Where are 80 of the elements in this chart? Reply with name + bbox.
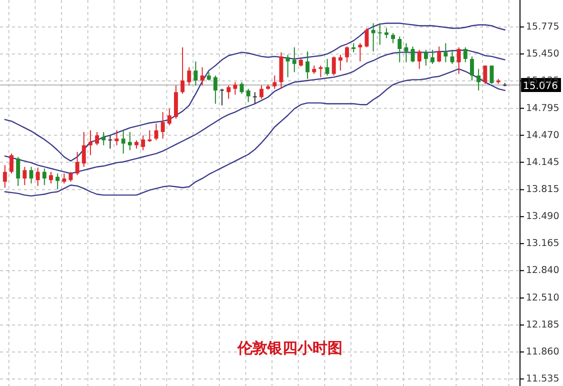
candlestick [187, 66, 192, 86]
candlestick [16, 156, 20, 186]
candlestick [22, 166, 27, 186]
candlestick [29, 166, 34, 184]
candlestick [483, 65, 488, 84]
y-tick-label: 12.840 [526, 265, 560, 276]
y-tick-label: 12.185 [526, 319, 560, 330]
candlestick [338, 54, 342, 72]
y-tick-label: 12.510 [526, 292, 560, 304]
y-tick-label: 15.450 [526, 48, 560, 60]
y-tick-label: 11.535 [526, 373, 560, 384]
candlestick [371, 22, 376, 52]
candlestick [252, 92, 257, 104]
candlestick [246, 88, 250, 103]
y-tick-label: 14.470 [526, 130, 560, 141]
candlestick [128, 131, 132, 151]
y-tick-label: 14.795 [526, 102, 560, 114]
candlestick [410, 46, 415, 63]
candlestick [345, 46, 349, 63]
candlestick [49, 171, 53, 184]
candlestick [102, 131, 106, 146]
text: 伦敦银四小时图 [236, 339, 342, 357]
candlestick [424, 49, 428, 66]
candlestick [56, 172, 60, 190]
candlestick [398, 36, 402, 63]
candlestick [404, 42, 408, 63]
candlestick [384, 28, 388, 39]
candlestick [286, 54, 290, 78]
candlestick [220, 88, 224, 106]
candlestick [114, 130, 119, 146]
candlestick [75, 151, 80, 176]
candlestick [391, 32, 396, 44]
candlestick [444, 42, 448, 63]
candlestick [88, 130, 92, 156]
candlestick [260, 85, 264, 100]
candlestick [417, 49, 422, 70]
candlestick [36, 167, 40, 186]
candlestick [318, 65, 323, 78]
ref-line-label: 15.076 [523, 81, 558, 92]
candlestick [325, 58, 330, 76]
candlestick [10, 153, 14, 174]
candlestick [148, 130, 152, 142]
y-tick-label: 11.860 [526, 346, 560, 358]
candlestick [226, 85, 231, 100]
y-tick-label: 13.490 [526, 211, 560, 222]
candlestick [378, 22, 382, 46]
y-tick-label: 13.815 [526, 184, 560, 196]
candlestick [141, 134, 146, 151]
candlestick [42, 168, 46, 186]
candlestick [352, 42, 356, 53]
candlestick [62, 172, 66, 184]
candlestick [490, 65, 494, 84]
candlestick [450, 49, 454, 64]
candlestick [233, 82, 238, 96]
y-tick-label: 13.165 [526, 238, 560, 250]
candlestick [2, 164, 7, 188]
candlestick [68, 171, 73, 182]
candlestick [213, 75, 218, 104]
candlestick [292, 46, 296, 73]
candlestick [167, 108, 172, 126]
candlestick [82, 131, 86, 168]
candlestick [476, 68, 481, 91]
candlestick [121, 130, 126, 154]
candlestick [108, 134, 112, 150]
candlestick [95, 131, 99, 146]
candlestick [332, 56, 336, 76]
candlestick [306, 50, 310, 80]
y-tick-label: 14.145 [526, 156, 560, 168]
candlestick [463, 46, 468, 63]
candlestick [180, 46, 185, 94]
candlestick [456, 46, 461, 74]
candlestick [272, 75, 277, 90]
candlestick [200, 66, 204, 86]
candlestick [437, 46, 442, 63]
candlestick [430, 49, 434, 64]
y-tick-label: 15.775 [526, 21, 560, 32]
candlestick [194, 60, 198, 86]
candlestick [470, 56, 474, 82]
candlestick [358, 42, 362, 62]
candlestick [160, 112, 165, 140]
